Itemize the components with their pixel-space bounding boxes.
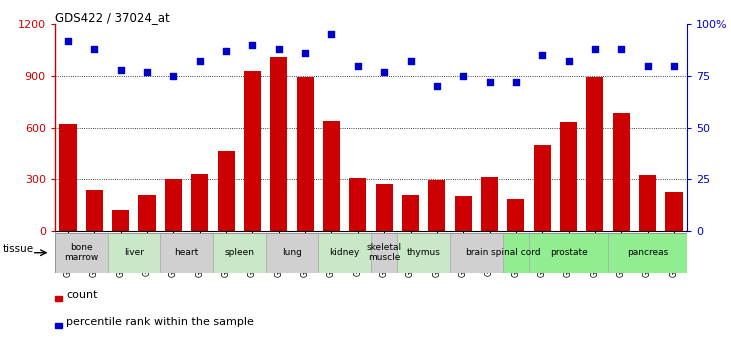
Text: lung: lung [282, 248, 302, 257]
Point [616, 46, 627, 52]
Bar [164, 178, 182, 231]
Point [537, 52, 548, 58]
Point [510, 79, 522, 85]
Point [325, 32, 337, 37]
Bar [270, 57, 287, 231]
Bar [560, 121, 577, 231]
Point [563, 59, 575, 64]
Point [484, 79, 496, 85]
Text: bone
marrow: bone marrow [64, 243, 98, 263]
Point [194, 59, 205, 64]
Point [220, 48, 232, 54]
Bar [55, 233, 107, 273]
Bar [665, 192, 683, 231]
Bar [503, 233, 529, 273]
Point [431, 83, 443, 89]
Point [589, 46, 601, 52]
Point [405, 59, 417, 64]
Bar [192, 174, 208, 231]
Bar [608, 233, 687, 273]
Point [88, 46, 100, 52]
Text: liver: liver [124, 248, 144, 257]
Point [668, 63, 680, 68]
Bar [244, 71, 261, 231]
Text: GDS422 / 37024_at: GDS422 / 37024_at [55, 11, 170, 24]
Bar [586, 77, 604, 231]
Bar [55, 323, 62, 328]
Text: skeletal
muscle: skeletal muscle [366, 243, 402, 263]
Bar [59, 124, 77, 231]
Bar [86, 190, 103, 231]
Bar [639, 175, 656, 231]
Bar [402, 195, 419, 231]
Text: spinal cord: spinal cord [491, 248, 541, 257]
Text: heart: heart [175, 248, 199, 257]
Point [62, 38, 74, 43]
Text: thymus: thymus [406, 248, 441, 257]
Bar [318, 233, 371, 273]
Point [299, 50, 311, 56]
Bar [529, 233, 608, 273]
Point [273, 46, 284, 52]
Bar [55, 296, 62, 300]
Point [352, 63, 363, 68]
Point [141, 69, 153, 75]
Text: spleen: spleen [224, 248, 254, 257]
Point [642, 63, 654, 68]
Bar [450, 233, 503, 273]
Point [379, 69, 390, 75]
Bar [398, 233, 450, 273]
Text: brain: brain [465, 248, 488, 257]
Bar [534, 145, 550, 231]
Bar [371, 233, 398, 273]
Text: kidney: kidney [330, 248, 360, 257]
Bar [297, 77, 314, 231]
Text: percentile rank within the sample: percentile rank within the sample [67, 317, 254, 327]
Bar [455, 196, 471, 231]
Bar [481, 177, 498, 231]
Text: pancreas: pancreas [627, 248, 668, 257]
Bar [376, 184, 393, 231]
Text: count: count [67, 290, 98, 300]
Bar [507, 199, 524, 231]
Bar [428, 180, 445, 231]
Bar [218, 151, 235, 231]
Bar [107, 233, 160, 273]
Bar [213, 233, 265, 273]
Point [458, 73, 469, 79]
Bar [160, 233, 213, 273]
Bar [349, 178, 366, 231]
Text: tissue: tissue [3, 244, 34, 254]
Text: prostate: prostate [550, 248, 588, 257]
Bar [613, 113, 630, 231]
Bar [138, 195, 156, 231]
Bar [323, 121, 340, 231]
Point [246, 42, 258, 48]
Point [167, 73, 179, 79]
Bar [265, 233, 318, 273]
Point [115, 67, 126, 72]
Bar [112, 210, 129, 231]
